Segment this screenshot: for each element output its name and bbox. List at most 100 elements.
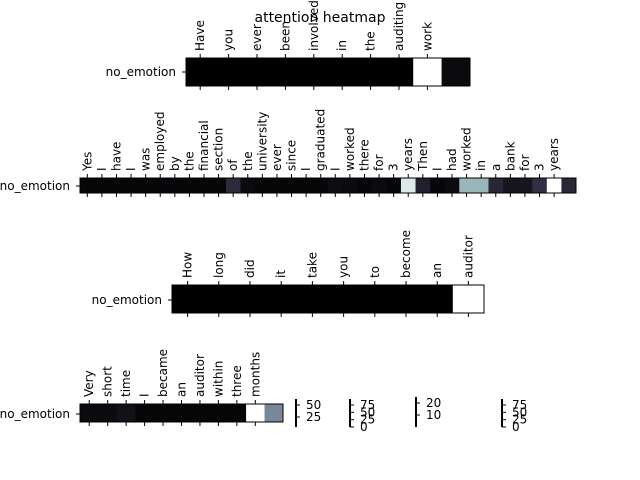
heatmap-cell bbox=[209, 404, 229, 422]
heatmap-cell bbox=[421, 285, 454, 313]
heatmap-cell bbox=[167, 178, 183, 193]
heatmap-cell bbox=[153, 404, 173, 422]
heatmap-cell bbox=[214, 58, 244, 86]
token-label: employed bbox=[153, 112, 167, 171]
token-label: became bbox=[156, 349, 170, 397]
heatmap-cell bbox=[98, 404, 118, 422]
heatmap-cell bbox=[109, 178, 125, 193]
heatmap-cell bbox=[225, 178, 241, 193]
heatmap-cell bbox=[390, 285, 422, 313]
row-label: no_emotion bbox=[0, 407, 70, 421]
heatmap-cell bbox=[240, 178, 256, 193]
token-label: a bbox=[489, 164, 503, 171]
token-label: you bbox=[337, 256, 351, 278]
heatmap-cell bbox=[135, 404, 155, 422]
colorbar-tick-label: 75 bbox=[360, 398, 375, 412]
token-label: of bbox=[226, 159, 240, 171]
token-label: an bbox=[430, 263, 444, 278]
heatmap-cell bbox=[227, 404, 247, 422]
token-label: worked bbox=[343, 127, 357, 171]
heatmap-cell bbox=[444, 178, 460, 193]
heatmap-cell bbox=[284, 178, 300, 193]
heatmap-cell bbox=[182, 178, 198, 193]
token-label: months bbox=[248, 352, 262, 397]
token-label: university bbox=[255, 112, 269, 171]
heatmap-cell bbox=[203, 285, 235, 313]
heatmap-cell bbox=[299, 58, 329, 86]
heatmap-cell bbox=[452, 285, 485, 313]
token-label: I bbox=[124, 167, 138, 171]
heatmap-cell bbox=[138, 178, 154, 193]
token-label: in bbox=[474, 160, 488, 171]
heatmap-cell bbox=[473, 178, 489, 193]
colorbar-tick-label: 50 bbox=[512, 405, 527, 419]
heatmap-cell bbox=[459, 178, 475, 193]
heatmap-cell bbox=[246, 404, 265, 422]
heatmap-cell bbox=[298, 178, 314, 193]
colorbar-tick-label: 50 bbox=[306, 398, 321, 412]
token-label: auditor bbox=[461, 235, 475, 278]
heatmap-cell bbox=[264, 404, 284, 422]
heatmap-cell bbox=[517, 178, 533, 193]
heatmap-cell bbox=[196, 178, 212, 193]
token-label: since bbox=[285, 140, 299, 171]
heatmap-cell bbox=[116, 404, 136, 422]
heatmap-cell bbox=[441, 58, 471, 86]
token-label: have bbox=[109, 142, 123, 171]
heatmap-cell bbox=[152, 178, 168, 193]
chart-title: attention heatmap bbox=[255, 10, 386, 26]
colorbar-tick-label: 25 bbox=[360, 413, 375, 427]
heatmap-cell bbox=[561, 178, 577, 193]
row-label: no_emotion bbox=[92, 293, 162, 307]
token-label: did bbox=[243, 259, 257, 278]
token-label: you bbox=[222, 29, 236, 51]
colorbar-tick-label: 20 bbox=[426, 396, 441, 410]
heatmap-cell bbox=[357, 178, 373, 193]
heatmap-cell bbox=[94, 178, 110, 193]
token-label: to bbox=[368, 266, 382, 278]
token-label: I bbox=[430, 167, 444, 171]
token-label: Have bbox=[193, 20, 207, 51]
heatmap-frame bbox=[171, 284, 485, 314]
token-label: 3 bbox=[533, 163, 547, 171]
token-label: auditor bbox=[193, 354, 207, 397]
heatmap-cell bbox=[80, 178, 95, 193]
heatmap-cell bbox=[172, 404, 192, 422]
token-label: section bbox=[212, 128, 226, 171]
heatmap-cell bbox=[532, 178, 548, 193]
heatmap-cell bbox=[342, 178, 358, 193]
heatmap-cell bbox=[186, 58, 215, 86]
colorbar-tick-label: 0 bbox=[360, 420, 368, 434]
heatmap-cell bbox=[271, 58, 300, 86]
heatmap-cell bbox=[265, 285, 298, 313]
heatmap-cell bbox=[255, 178, 271, 193]
token-label: was bbox=[139, 148, 153, 171]
heatmap-cell bbox=[415, 178, 431, 193]
token-label: become bbox=[399, 230, 413, 278]
colorbar-tick-label: 25 bbox=[306, 410, 321, 424]
token-label: it bbox=[274, 270, 288, 278]
heatmap-cell bbox=[356, 58, 386, 86]
heatmap-cell bbox=[328, 285, 360, 313]
token-label: auditing bbox=[392, 2, 406, 51]
colorbar-tick-label: 75 bbox=[512, 398, 527, 412]
heatmap-cell bbox=[269, 178, 285, 193]
token-label: ever bbox=[270, 144, 284, 171]
heatmap-cell bbox=[413, 58, 442, 86]
token-label: involved bbox=[307, 0, 321, 51]
heatmap-cell bbox=[371, 178, 387, 193]
heatmap-cell bbox=[328, 58, 357, 86]
token-label: I bbox=[95, 167, 109, 171]
token-label: there bbox=[357, 139, 371, 171]
heatmap-cell bbox=[359, 285, 391, 313]
token-label: bank bbox=[503, 141, 517, 171]
token-label: ever bbox=[250, 24, 264, 51]
token-label: graduated bbox=[314, 109, 328, 171]
heatmap-cell bbox=[242, 58, 272, 86]
token-label: worked bbox=[460, 127, 474, 171]
token-label: the bbox=[241, 151, 255, 171]
token-label: Very bbox=[82, 370, 96, 397]
token-label: for bbox=[372, 154, 386, 171]
token-label: I bbox=[328, 167, 342, 171]
